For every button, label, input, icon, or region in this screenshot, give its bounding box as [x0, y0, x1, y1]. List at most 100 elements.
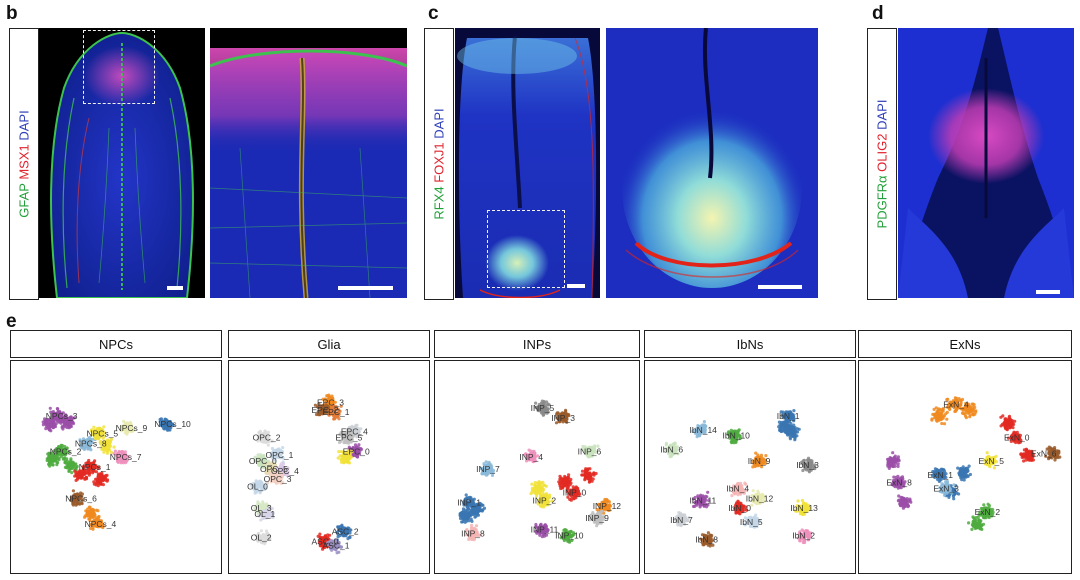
umap-point [544, 406, 548, 410]
umap-point [550, 499, 554, 503]
umap-point [738, 484, 742, 489]
umap-point [664, 443, 668, 447]
umap-point [64, 466, 69, 470]
umap-point [564, 481, 568, 485]
panel-c-micrograph-zoom [606, 28, 818, 298]
umap-point [534, 524, 538, 528]
umap-point [538, 481, 542, 485]
umap-point [804, 464, 809, 468]
umap-point [263, 462, 268, 466]
umap-point [669, 454, 673, 458]
umap-point [577, 493, 581, 497]
umap-point [691, 429, 695, 433]
umap-point [60, 412, 64, 416]
umap-point [328, 542, 332, 546]
umap-point [529, 449, 533, 453]
umap-point [264, 538, 268, 542]
umap-point [320, 544, 324, 548]
umap-point [754, 456, 758, 460]
umap-point [69, 423, 73, 427]
umap-point [266, 465, 270, 469]
marker-pdgfra: PDGFRα [874, 175, 890, 229]
umap-point [101, 478, 106, 482]
umap-point [130, 427, 134, 431]
umap-point [751, 489, 755, 493]
umap-title-ibns: IbNs [644, 330, 856, 358]
umap-point [462, 503, 466, 507]
umap-point [699, 424, 703, 428]
umap-point [693, 431, 698, 435]
umap-point [48, 406, 52, 410]
umap-point [101, 441, 105, 445]
cluster-label: OL_3 [251, 503, 272, 513]
umap-point [45, 424, 49, 429]
umap-point [542, 498, 546, 502]
umap-point [257, 514, 261, 518]
umap-point [544, 533, 549, 537]
cluster-npcs-3 [41, 406, 76, 433]
umap-point [51, 453, 55, 457]
umap-point [69, 498, 73, 502]
umap-point [737, 428, 741, 432]
cluster-label: INP_3 [551, 413, 575, 423]
umap-point [63, 419, 68, 423]
umap-point [332, 408, 336, 412]
umap-point [330, 548, 334, 552]
umap-point [95, 518, 99, 522]
umap-point [261, 516, 265, 521]
umap-point [491, 471, 495, 475]
umap-point [572, 497, 576, 501]
umap-point [761, 457, 765, 461]
cluster-label: INP_2 [533, 495, 557, 505]
umap-point [538, 533, 542, 537]
umap-point [93, 459, 97, 463]
panel-c-zoom-svg [606, 28, 818, 298]
umap-point [123, 421, 127, 425]
umap-point [588, 518, 592, 522]
umap-point [86, 468, 90, 472]
umap-point [538, 525, 542, 529]
marker-dapi: DAPI [431, 108, 447, 143]
umap-point [535, 531, 539, 535]
umap-point [588, 477, 592, 481]
umap-point [470, 534, 474, 538]
umap-point [347, 526, 351, 530]
panel-b-marker-label: GFAP MSX1 DAPI [9, 28, 39, 300]
panel-b-scale-bar-small [167, 286, 183, 290]
umap-point [806, 461, 810, 465]
umap-point [87, 447, 91, 451]
umap-point [158, 417, 162, 422]
marker-msx1: MSX1 [16, 144, 32, 184]
umap-point [280, 474, 285, 478]
umap-point [527, 454, 532, 458]
umap-point [545, 529, 549, 534]
umap-point [597, 511, 601, 515]
umap-point [263, 429, 267, 433]
umap-point [100, 447, 104, 451]
umap-point [671, 443, 675, 447]
cluster-label: NPCs_7 [110, 452, 142, 462]
umap-point [568, 479, 572, 483]
umap-point [344, 433, 348, 437]
umap-point [355, 427, 359, 431]
panel-d-micrograph [898, 28, 1074, 298]
umap-point [593, 444, 597, 448]
umap-point [530, 482, 534, 486]
umap-point [701, 430, 705, 434]
umap-point [762, 460, 766, 464]
umap-point [335, 412, 339, 417]
umap-point [473, 532, 477, 536]
umap-point [89, 522, 93, 527]
umap-point [65, 459, 69, 463]
umap-point [94, 465, 98, 469]
umap-point [274, 463, 278, 467]
umap-point [564, 408, 568, 412]
umap-point [112, 445, 116, 449]
umap-point [465, 519, 469, 523]
umap-point [279, 471, 283, 475]
umap-point [164, 425, 168, 429]
umap-point [791, 430, 795, 434]
umap-point [271, 456, 275, 460]
umap-glia-svg: EPC_3EPC_2EPC_1EPC_4EPC_5EPC_0OPC_2OPC_1… [247, 393, 370, 555]
umap-point [262, 437, 266, 441]
